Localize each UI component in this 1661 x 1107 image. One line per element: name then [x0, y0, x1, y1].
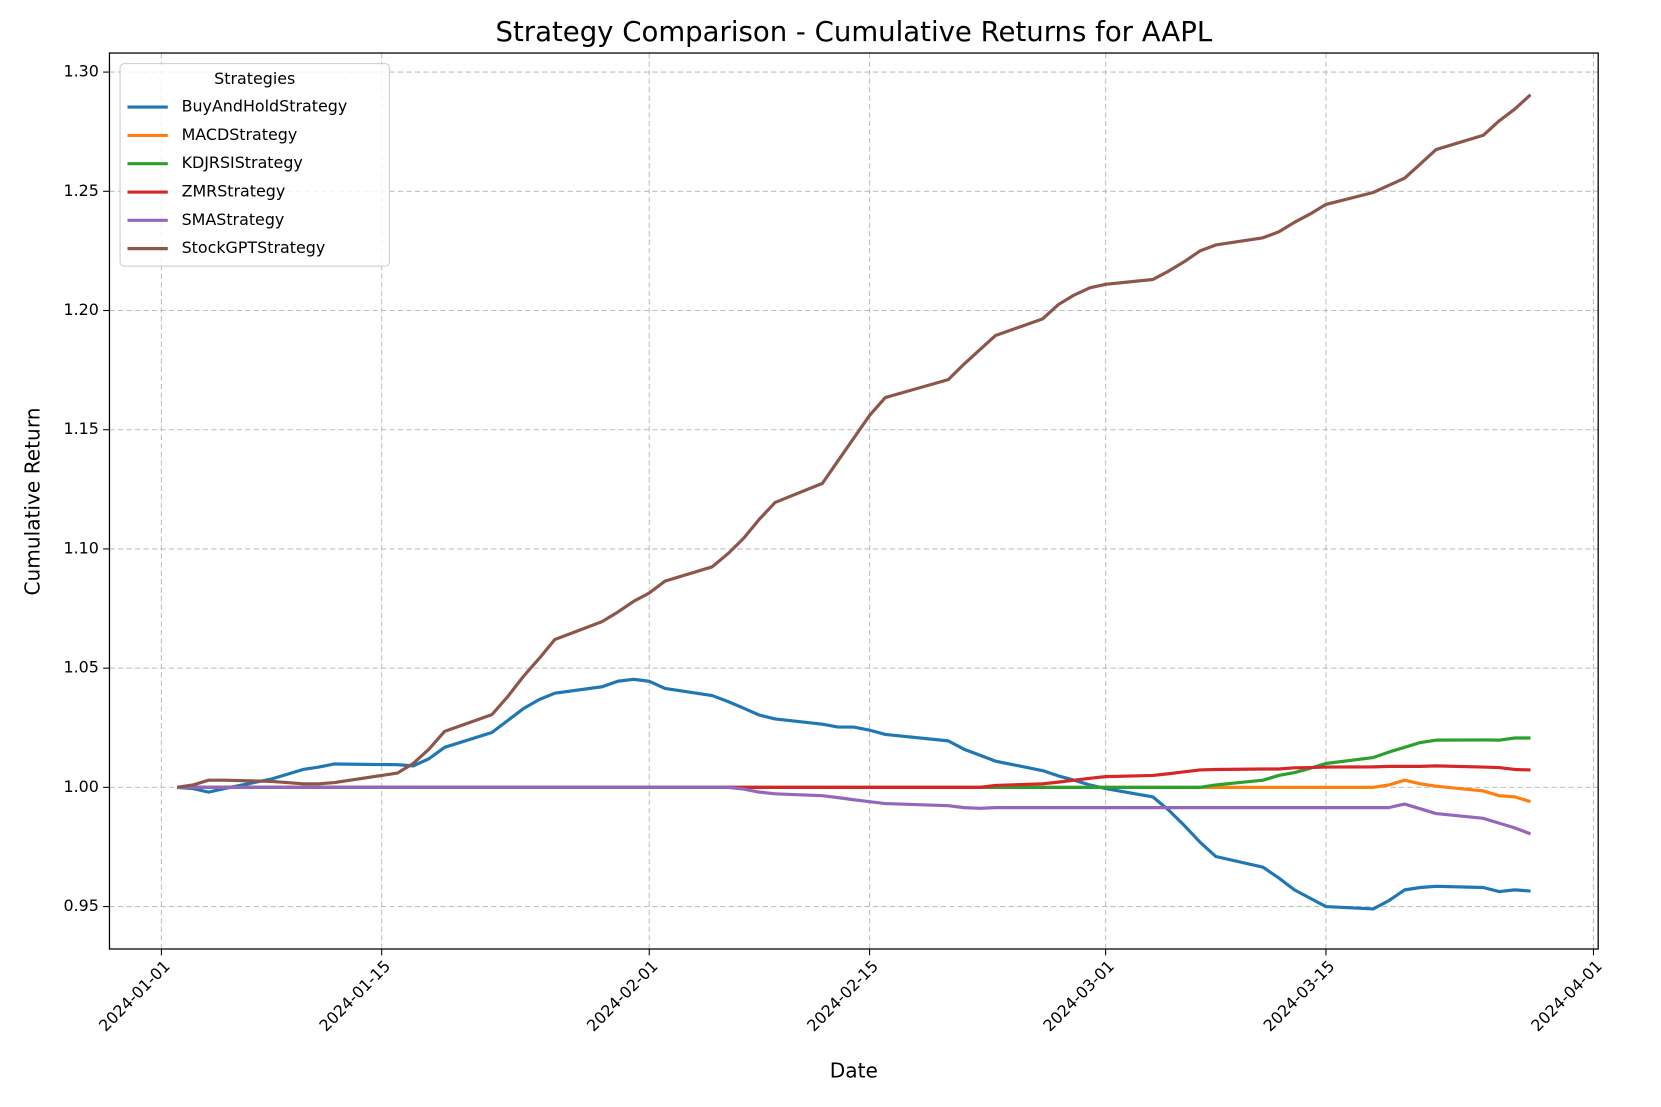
- y-tick-label: 0.95: [63, 896, 98, 915]
- y-tick-label: 1.00: [63, 777, 98, 796]
- series-line: [177, 677, 1531, 911]
- legend-label: ZMRStrategy: [182, 182, 286, 201]
- legend-title: Strategies: [214, 69, 295, 88]
- y-tick-label: 1.05: [63, 658, 98, 677]
- y-axis-label: Cumulative Return: [21, 408, 45, 596]
- y-tick-label: 1.25: [63, 181, 98, 200]
- y-tick-label: 1.20: [63, 300, 98, 319]
- y-tick-label: 1.10: [63, 538, 98, 557]
- y-tick-label: 1.30: [63, 62, 98, 81]
- legend-label: MACDStrategy: [182, 125, 298, 144]
- legend-box: [119, 63, 390, 267]
- legend-label: BuyAndHoldStrategy: [182, 97, 348, 116]
- x-axis-label: Date: [830, 1059, 878, 1083]
- legend: Strategies BuyAndHoldStrategy MACDStrategy…: [119, 63, 390, 267]
- legend-label: KDJRSIStrategy: [182, 153, 303, 172]
- chart-title: Strategy Comparison - Cumulative Returns…: [495, 16, 1212, 48]
- series-line: [177, 785, 1532, 836]
- series-line: [176, 93, 1532, 789]
- legend-label: StockGPTStrategy: [182, 238, 326, 257]
- legend-label: SMAStrategy: [182, 210, 285, 229]
- y-tick-label: 1.15: [63, 419, 98, 438]
- plot-frame: [108, 52, 1599, 950]
- lines: [176, 93, 1532, 911]
